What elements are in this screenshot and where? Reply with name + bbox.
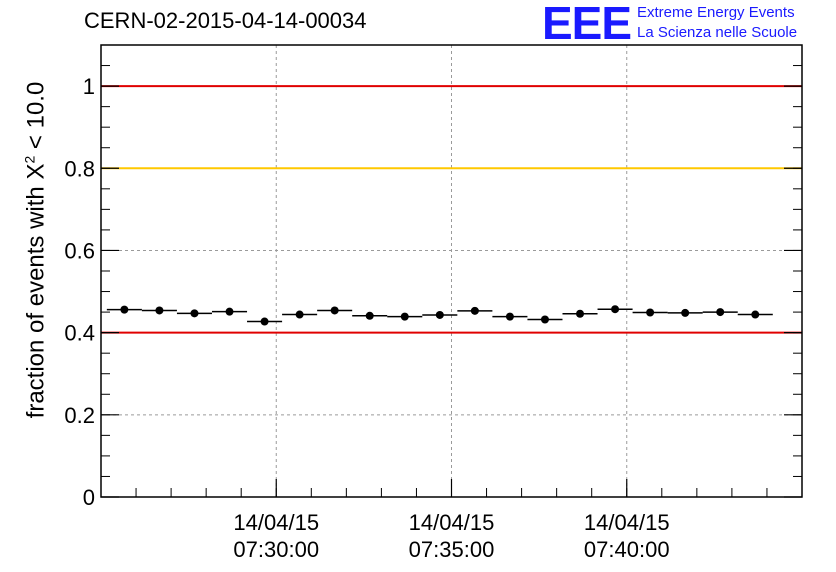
chart-title: CERN-02-2015-04-14-00034 (84, 8, 367, 33)
x-tick-date: 14/04/15 (584, 510, 670, 535)
data-point (646, 308, 655, 317)
y-tick-label: 0 (83, 485, 95, 510)
data-point (540, 315, 549, 324)
x-tick-date: 14/04/15 (233, 510, 319, 535)
data-point (435, 310, 444, 319)
logo-caption-line2: La Scienza nelle Scuole (637, 24, 798, 41)
x-tick-time: 07:35:00 (409, 537, 495, 562)
data-point (365, 311, 374, 320)
data-point (505, 312, 514, 321)
data-point (611, 305, 620, 314)
y-tick-label: 1 (83, 74, 95, 99)
y-tick-label: 0.6 (64, 238, 95, 263)
data-point (155, 306, 164, 315)
data-point (576, 309, 585, 318)
x-tick-time: 07:30:00 (233, 537, 319, 562)
data-point (120, 305, 129, 314)
data-point (400, 312, 409, 321)
data-point (260, 317, 269, 326)
data-point (295, 310, 304, 319)
data-point (716, 308, 725, 317)
y-tick-label: 0.4 (64, 321, 95, 346)
data-point (330, 306, 339, 315)
x-tick-date: 14/04/15 (409, 510, 495, 535)
y-tick-label: 0.8 (64, 156, 95, 181)
data-point (190, 309, 199, 318)
data-point (225, 307, 234, 316)
eee-logo: EEE (542, 0, 632, 49)
data-point (751, 310, 760, 319)
x-tick-time: 07:40:00 (584, 537, 670, 562)
logo-caption: Extreme Energy Events La Scienza nelle S… (637, 3, 797, 43)
data-point (681, 308, 690, 317)
data-point (470, 306, 479, 315)
logo-caption-line1: Extreme Energy Events (637, 4, 795, 21)
y-tick-label: 0.2 (64, 403, 95, 428)
